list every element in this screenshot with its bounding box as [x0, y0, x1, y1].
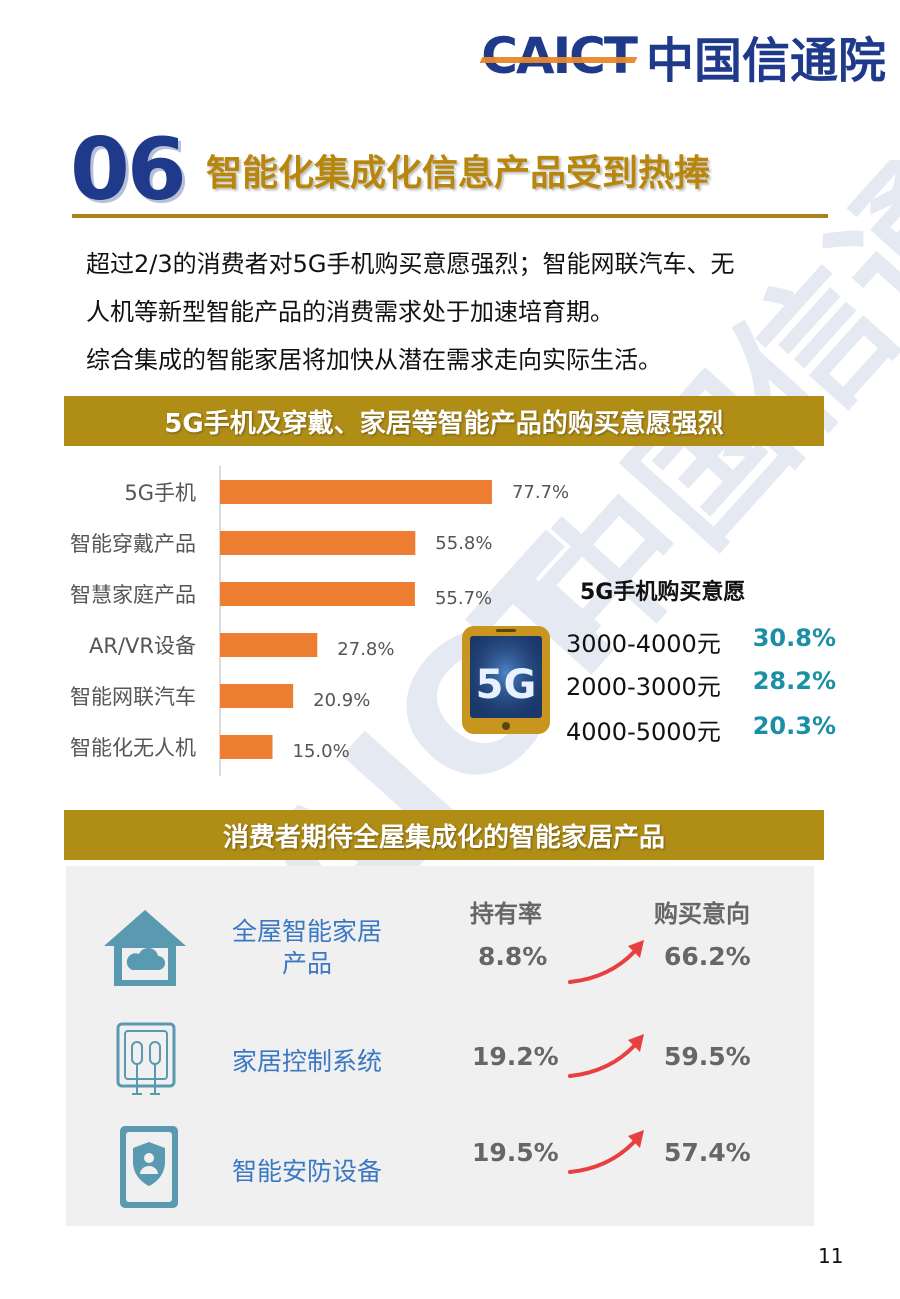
trend-arrow-icon [568, 940, 644, 984]
bar-value-label: 55.8% [435, 533, 492, 554]
section-number: 06 [70, 120, 187, 220]
intro-text: 超过2/3的消费者对5G手机购买意愿强烈；智能网联汽车、无 人机等新型智能产品的… [86, 240, 826, 384]
ownership-rate: 19.2% [472, 1042, 559, 1071]
category-label-line: 家居控制系统 [231, 1047, 382, 1076]
price-range: 2000-3000元 [566, 673, 721, 701]
bar [220, 480, 492, 504]
bar-category-label: 智慧家庭产品 [70, 583, 196, 607]
bar-value-label: 77.7% [512, 482, 569, 503]
bar-value-label: 20.9% [313, 690, 370, 711]
intro-line: 超过2/3的消费者对5G手机购买意愿强烈；智能网联汽车、无 [86, 250, 735, 278]
bar-value-label: 27.8% [337, 639, 394, 660]
category-label-line: 智能安防设备 [231, 1157, 382, 1186]
bar-category-label: AR/VR设备 [89, 634, 196, 658]
purchase-5g-row: 3000-4000元 30.8% [566, 624, 836, 659]
ownership-rate: 8.8% [478, 942, 548, 971]
bar-category-label: 5G手机 [124, 481, 196, 505]
price-range: 4000-5000元 [566, 718, 721, 746]
purchase-intent-rate: 66.2% [664, 942, 751, 971]
smarthome-panel [66, 866, 814, 1226]
price-range: 3000-4000元 [566, 630, 721, 658]
logo-text-en: CAICT [479, 27, 638, 85]
ownership-header: 持有率 [470, 900, 542, 928]
5g-phone-icon: 5G [462, 626, 550, 734]
purchase-5g-row: 4000-5000元 20.3% [566, 712, 836, 747]
bar-category-label: 智能网联汽车 [70, 685, 196, 709]
price-range-pct: 28.2% [752, 667, 836, 695]
chart-banner: 5G手机及穿戴、家居等智能产品的购买意愿强烈 [64, 396, 824, 446]
purchase-5g-title: 5G手机购买意愿 [580, 580, 746, 605]
page-number: 11 [818, 1244, 844, 1268]
purchase-intent-rate: 59.5% [664, 1042, 751, 1071]
svg-text:5G: 5G [476, 662, 537, 708]
price-range-pct: 30.8% [752, 624, 836, 652]
bar-value-label: 55.7% [435, 588, 492, 609]
trend-arrow-icon [568, 1034, 644, 1078]
price-range-pct: 20.3% [752, 712, 836, 740]
purchase-5g-row: 2000-3000元 28.2% [566, 667, 836, 702]
bar [220, 531, 416, 555]
ownership-rate: 19.5% [472, 1138, 559, 1167]
bar-category-label: 智能化无人机 [70, 736, 196, 760]
bar-value-label: 15.0% [293, 741, 350, 762]
bar-category-label: 智能穿戴产品 [70, 532, 196, 556]
security-shield-icon [120, 1126, 178, 1208]
smarthome-category: 全屋智能家居 产品 [218, 916, 396, 980]
bar [220, 735, 273, 759]
bar [220, 684, 294, 708]
purchase-intent-header: 购买意向 [654, 900, 750, 928]
bar [220, 633, 318, 657]
intro-line: 综合集成的智能家居将加快从潜在需求走向实际生活。 [86, 346, 662, 374]
intro-line: 人机等新型智能产品的消费需求处于加速培育期。 [86, 298, 614, 326]
section-divider [72, 214, 828, 218]
category-label-line: 全屋智能家居 [231, 917, 382, 946]
smarthome-banner: 消费者期待全屋集成化的智能家居产品 [64, 810, 824, 860]
smart-house-icon [104, 910, 186, 986]
smarthome-category: 家居控制系统 [218, 1046, 396, 1078]
caict-logo: CAICT 中国信通院 [479, 24, 886, 89]
control-panel-icon [116, 1022, 176, 1095]
logo-text-zh: 中国信通院 [645, 33, 886, 89]
trend-arrow-icon [568, 1130, 644, 1174]
purchase-intention-bar-chart: 5G手机 77.7% 智能穿戴产品 55.8% 智慧家庭产品 55.7% AR/VR设备 27… [70, 466, 569, 776]
smarthome-category: 智能安防设备 [218, 1156, 396, 1188]
category-label-line: 产品 [281, 949, 332, 978]
section-title: 智能化集成化信息产品受到热捧 [206, 153, 711, 194]
purchase-intent-rate: 57.4% [664, 1138, 751, 1167]
bar [220, 582, 415, 606]
